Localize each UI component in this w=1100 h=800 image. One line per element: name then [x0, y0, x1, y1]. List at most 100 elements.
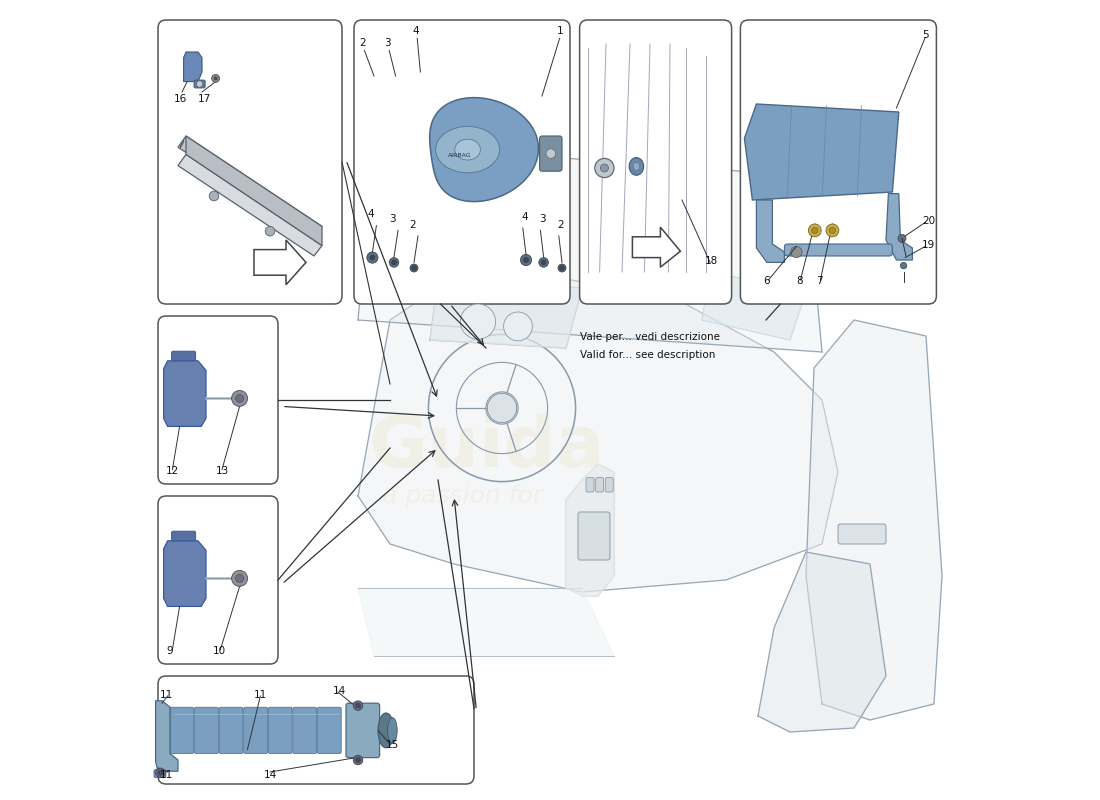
Polygon shape	[178, 136, 322, 238]
Polygon shape	[164, 541, 206, 606]
Text: 15: 15	[386, 741, 399, 750]
Circle shape	[487, 394, 517, 422]
Ellipse shape	[387, 718, 397, 743]
Polygon shape	[745, 104, 899, 200]
Text: 7: 7	[816, 276, 823, 286]
FancyBboxPatch shape	[268, 707, 293, 754]
Circle shape	[461, 304, 496, 339]
Circle shape	[411, 266, 417, 270]
Circle shape	[524, 258, 528, 262]
Circle shape	[197, 81, 202, 87]
Polygon shape	[358, 144, 822, 352]
Ellipse shape	[634, 162, 639, 170]
Text: 4: 4	[367, 209, 374, 219]
FancyBboxPatch shape	[578, 512, 610, 560]
Text: 11: 11	[254, 690, 267, 700]
FancyBboxPatch shape	[154, 770, 166, 778]
FancyBboxPatch shape	[354, 20, 570, 304]
Text: Valid for... see description: Valid for... see description	[580, 350, 715, 360]
Polygon shape	[566, 464, 614, 596]
FancyBboxPatch shape	[195, 707, 218, 754]
Text: 3: 3	[539, 214, 546, 224]
Text: 9: 9	[166, 646, 173, 656]
Polygon shape	[186, 136, 322, 246]
Text: a passion for: a passion for	[382, 484, 542, 508]
Circle shape	[410, 264, 418, 272]
Circle shape	[812, 227, 818, 234]
Circle shape	[601, 164, 608, 172]
Circle shape	[232, 390, 248, 406]
Circle shape	[355, 758, 361, 762]
Circle shape	[520, 254, 531, 266]
Circle shape	[901, 262, 906, 269]
Text: 2: 2	[558, 219, 564, 230]
Circle shape	[829, 227, 836, 234]
Circle shape	[209, 191, 219, 201]
FancyBboxPatch shape	[158, 316, 278, 484]
FancyBboxPatch shape	[740, 20, 936, 304]
Circle shape	[546, 149, 556, 158]
Text: Guida: Guida	[367, 414, 604, 482]
Circle shape	[595, 158, 614, 178]
FancyBboxPatch shape	[244, 707, 267, 754]
Text: 8: 8	[796, 276, 803, 286]
Text: 11: 11	[160, 770, 173, 780]
Circle shape	[791, 246, 802, 258]
Polygon shape	[632, 227, 681, 267]
Ellipse shape	[378, 713, 394, 748]
FancyBboxPatch shape	[595, 478, 604, 492]
FancyBboxPatch shape	[158, 496, 278, 664]
Circle shape	[232, 570, 248, 586]
Circle shape	[560, 266, 564, 270]
Circle shape	[214, 77, 217, 80]
Text: AIRBAG: AIRBAG	[449, 154, 472, 158]
Text: 5: 5	[922, 30, 928, 40]
FancyBboxPatch shape	[219, 707, 243, 754]
Text: 18: 18	[705, 256, 718, 266]
FancyBboxPatch shape	[194, 80, 206, 88]
Text: 17: 17	[198, 94, 211, 104]
Polygon shape	[358, 588, 614, 656]
Text: 3: 3	[384, 38, 390, 48]
FancyBboxPatch shape	[158, 676, 474, 784]
Text: 19: 19	[922, 240, 935, 250]
Polygon shape	[702, 272, 806, 340]
Ellipse shape	[454, 139, 481, 160]
Text: 1: 1	[557, 26, 563, 36]
Text: 11: 11	[160, 690, 173, 700]
Text: 16: 16	[174, 94, 187, 104]
FancyBboxPatch shape	[605, 478, 613, 492]
FancyBboxPatch shape	[293, 707, 317, 754]
Circle shape	[355, 703, 361, 708]
Circle shape	[370, 255, 375, 260]
Ellipse shape	[436, 126, 499, 173]
Text: Vale per... vedi descrizione: Vale per... vedi descrizione	[580, 332, 719, 342]
Circle shape	[366, 252, 378, 263]
Polygon shape	[758, 552, 886, 732]
Text: 10: 10	[212, 646, 226, 656]
Ellipse shape	[629, 158, 644, 175]
Polygon shape	[757, 200, 784, 262]
Circle shape	[265, 226, 275, 236]
Polygon shape	[178, 154, 322, 256]
Circle shape	[353, 755, 363, 765]
Polygon shape	[254, 240, 306, 285]
Polygon shape	[806, 320, 942, 720]
Circle shape	[389, 258, 399, 267]
Circle shape	[158, 770, 163, 775]
Text: 20: 20	[922, 215, 935, 226]
Text: 14: 14	[332, 686, 345, 696]
FancyBboxPatch shape	[346, 703, 380, 758]
FancyBboxPatch shape	[170, 707, 194, 754]
FancyBboxPatch shape	[784, 244, 892, 256]
Text: 2: 2	[409, 219, 416, 230]
Polygon shape	[164, 361, 206, 426]
Text: 3: 3	[389, 214, 396, 224]
FancyBboxPatch shape	[540, 136, 562, 171]
Circle shape	[898, 234, 906, 242]
Text: 13: 13	[216, 466, 229, 476]
Circle shape	[826, 224, 839, 237]
Circle shape	[353, 701, 363, 710]
Circle shape	[155, 768, 165, 778]
Polygon shape	[886, 194, 912, 260]
